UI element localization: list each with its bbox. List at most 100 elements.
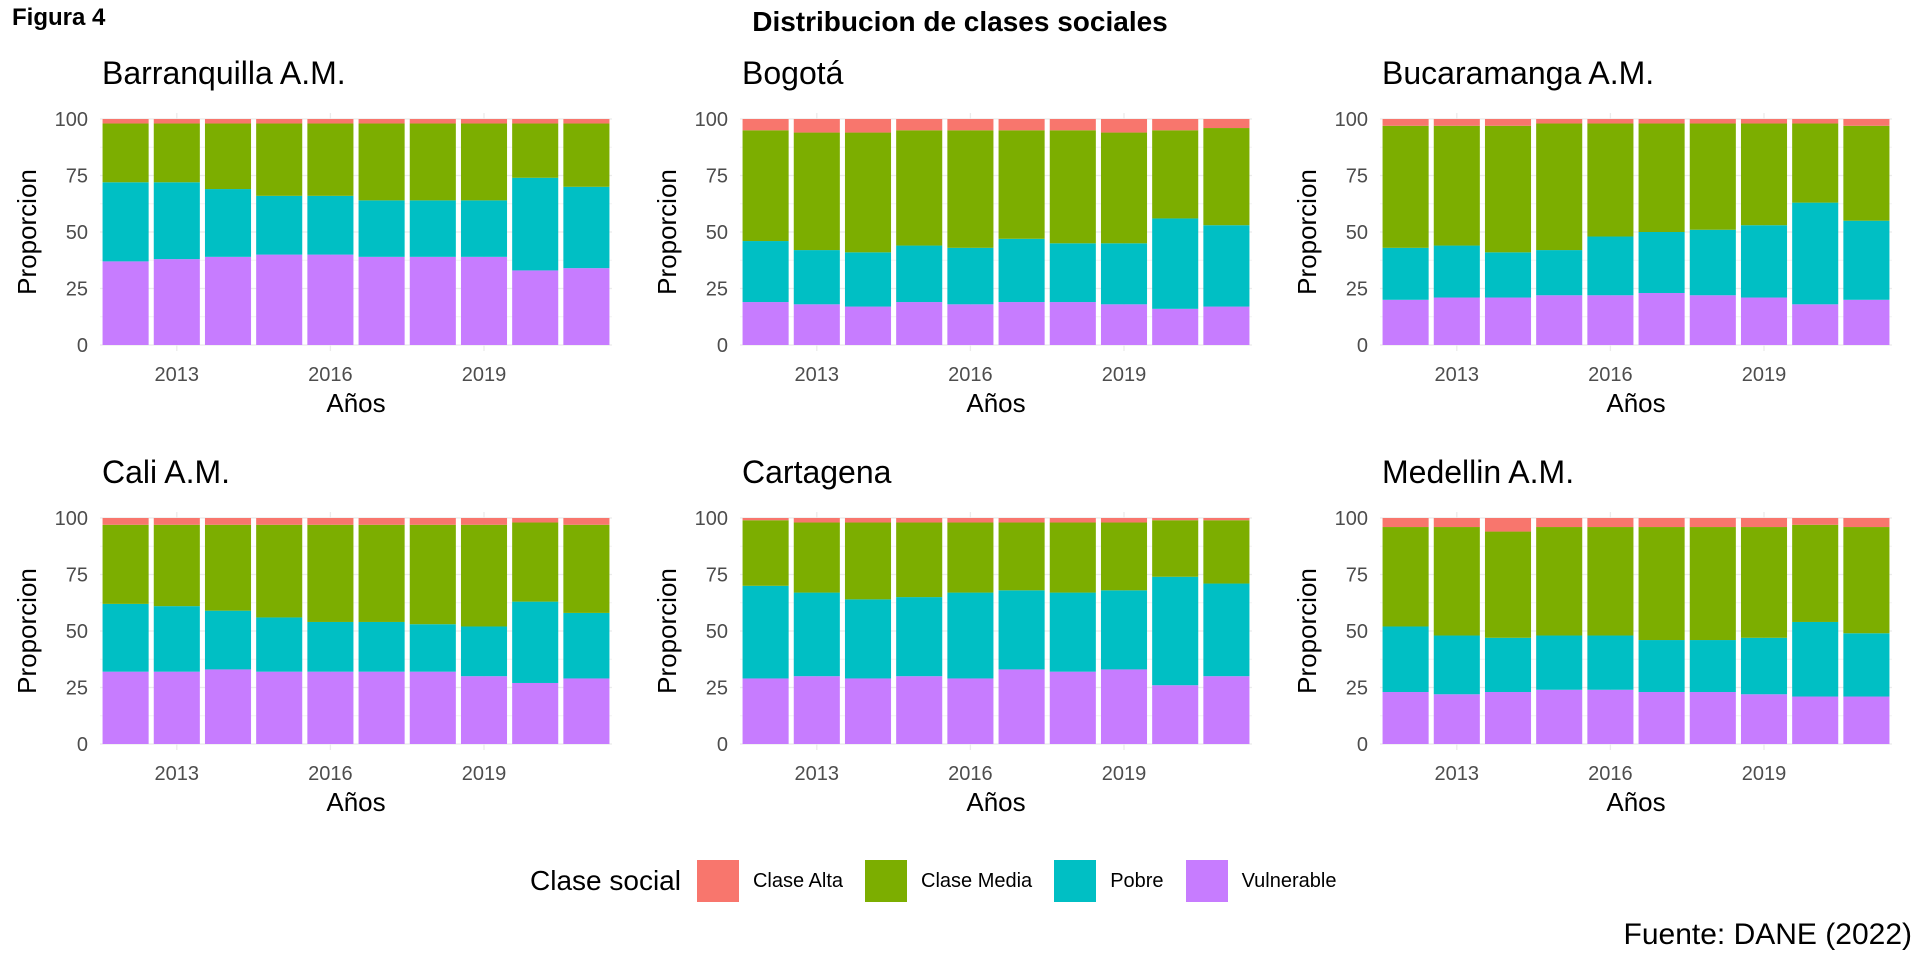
y-tick-label-medellin-a-m: 75	[1346, 565, 1368, 587]
bar-cali-a-m-vulnerable-2019	[460, 676, 508, 744]
bar-cali-a-m-clase-alta-2012	[102, 518, 149, 525]
bar-cali-a-m-pobre-2014	[204, 610, 252, 670]
bar-barranquilla-a-m-pobre-2016	[307, 195, 354, 255]
x-tick-label-barranquilla-a-m: 2013	[155, 364, 200, 386]
y-tick-label-barranquilla-a-m: 25	[66, 279, 88, 301]
bar-cali-a-m-clase-alta-2018	[409, 518, 456, 525]
y-tick-label-cali-a-m: 75	[66, 565, 88, 587]
panel-title-bucaramanga-a-m: Bucaramanga A.M.	[1382, 55, 1654, 91]
y-tick-label-cali-a-m: 100	[55, 508, 88, 530]
x-tick-label-bucaramanga-a-m: 2019	[1742, 364, 1787, 386]
bar-cartagena-vulnerable-2016	[947, 678, 994, 744]
bar-bogota-clase-media-2020	[1152, 130, 1199, 219]
x-tick-label-bogota: 2019	[1102, 364, 1147, 386]
bar-barranquilla-a-m-clase-alta-2012	[102, 119, 149, 124]
bar-medellin-a-m-clase-media-2016	[1587, 527, 1634, 636]
bar-bucaramanga-a-m-vulnerable-2019	[1740, 297, 1788, 345]
bar-cartagena-vulnerable-2013	[793, 676, 840, 744]
bar-cartagena-clase-alta-2012	[742, 518, 789, 521]
chart-area: 0 25 50 75 100 2013 2016 2019 Barranquilla A.M. A…	[12, 55, 1892, 817]
bar-bucaramanga-a-m-clase-alta-2013	[1433, 119, 1480, 126]
legend-label-clase-alta: Clase Alta	[752, 869, 844, 892]
x-tick-label-cartagena: 2016	[948, 763, 993, 785]
bar-bucaramanga-a-m-vulnerable-2012	[1382, 299, 1429, 345]
bar-bogota-clase-media-2019	[1100, 132, 1148, 244]
bar-medellin-a-m-pobre-2021	[1843, 633, 1890, 697]
bar-cali-a-m-pobre-2016	[307, 621, 354, 672]
bar-medellin-a-m-vulnerable-2018	[1689, 692, 1736, 744]
bar-cartagena-pobre-2021	[1203, 583, 1250, 677]
y-tick-label-cartagena: 100	[695, 508, 728, 530]
legend-item-pobre: Pobre	[1054, 860, 1164, 902]
bar-bucaramanga-a-m-vulnerable-2020	[1792, 304, 1839, 345]
bar-cartagena-clase-media-2021	[1203, 520, 1250, 584]
bar-cartagena-clase-media-2020	[1152, 520, 1199, 577]
panel-title-cartagena: Cartagena	[742, 454, 892, 490]
bar-cartagena-pobre-2016	[947, 592, 994, 679]
bar-bucaramanga-a-m-clase-alta-2015	[1536, 119, 1583, 124]
bar-bogota-vulnerable-2017	[998, 302, 1045, 345]
x-tick-label-medellin-a-m: 2016	[1588, 763, 1633, 785]
bar-cartagena-pobre-2012	[742, 585, 789, 679]
panel-title-bogota: Bogotá	[742, 55, 844, 91]
bar-cali-a-m-pobre-2020	[512, 601, 559, 683]
bar-medellin-a-m-vulnerable-2013	[1433, 694, 1480, 744]
y-axis-title-cali-a-m: Proporcion	[12, 568, 42, 694]
bar-cali-a-m-clase-alta-2019	[460, 518, 508, 525]
bar-bucaramanga-a-m-clase-media-2016	[1587, 123, 1634, 237]
y-axis-title-bucaramanga-a-m: Proporcion	[1292, 169, 1322, 295]
bar-bogota-clase-alta-2016	[947, 119, 994, 131]
y-tick-label-bucaramanga-a-m: 75	[1346, 166, 1368, 188]
bar-medellin-a-m-pobre-2017	[1638, 640, 1685, 693]
bar-bogota-pobre-2013	[793, 250, 840, 305]
bar-bucaramanga-a-m-pobre-2016	[1587, 236, 1634, 296]
x-tick-label-barranquilla-a-m: 2016	[308, 364, 353, 386]
bar-bogota-vulnerable-2012	[742, 302, 789, 345]
bar-bucaramanga-a-m-clase-alta-2012	[1382, 119, 1429, 126]
bar-barranquilla-a-m-vulnerable-2020	[512, 270, 559, 345]
bar-bucaramanga-a-m-clase-alta-2017	[1638, 119, 1685, 124]
bar-cartagena-pobre-2017	[998, 590, 1045, 670]
x-tick-label-bogota: 2016	[948, 364, 993, 386]
bar-medellin-a-m-clase-media-2013	[1433, 527, 1480, 636]
bar-cali-a-m-pobre-2019	[460, 626, 508, 677]
bar-bucaramanga-a-m-pobre-2012	[1382, 247, 1429, 300]
bar-bogota-vulnerable-2019	[1100, 304, 1148, 345]
y-tick-label-bogota: 0	[717, 335, 728, 357]
bar-bucaramanga-a-m-pobre-2015	[1536, 250, 1583, 296]
bar-cartagena-clase-alta-2019	[1100, 518, 1148, 523]
bar-medellin-a-m-vulnerable-2016	[1587, 689, 1634, 744]
bar-cartagena-pobre-2020	[1152, 576, 1199, 686]
x-axis-title-bucaramanga-a-m: Años	[1606, 388, 1665, 418]
y-tick-label-barranquilla-a-m: 0	[77, 335, 88, 357]
bar-bogota-vulnerable-2014	[844, 306, 892, 345]
bar-cartagena-pobre-2018	[1049, 592, 1096, 672]
y-tick-label-bucaramanga-a-m: 0	[1357, 335, 1368, 357]
x-axis-title-cartagena: Años	[966, 787, 1025, 817]
bar-medellin-a-m-clase-alta-2017	[1638, 518, 1685, 528]
bar-bogota-clase-media-2017	[998, 130, 1045, 239]
bar-bogota-clase-alta-2014	[844, 119, 892, 133]
bar-cali-a-m-vulnerable-2014	[204, 669, 252, 744]
bar-bogota-clase-alta-2015	[896, 119, 943, 131]
bar-cali-a-m-pobre-2017	[358, 621, 405, 672]
bar-cali-a-m-clase-alta-2020	[512, 518, 559, 523]
bar-bucaramanga-a-m-pobre-2020	[1792, 202, 1839, 305]
bar-barranquilla-a-m-pobre-2021	[563, 186, 610, 269]
bar-barranquilla-a-m-clase-media-2016	[307, 123, 354, 196]
bar-cali-a-m-clase-alta-2013	[153, 518, 200, 525]
bar-bucaramanga-a-m-vulnerable-2017	[1638, 293, 1685, 345]
bar-bogota-pobre-2019	[1100, 243, 1148, 305]
bar-barranquilla-a-m-vulnerable-2012	[102, 261, 149, 345]
bar-medellin-a-m-pobre-2016	[1587, 635, 1634, 690]
bar-barranquilla-a-m-vulnerable-2021	[563, 268, 610, 345]
x-tick-label-cartagena: 2013	[795, 763, 840, 785]
bar-cali-a-m-pobre-2015	[256, 617, 303, 672]
bar-bogota-clase-alta-2020	[1152, 119, 1199, 131]
y-axis-title-bogota: Proporcion	[652, 169, 682, 295]
bar-cartagena-pobre-2014	[844, 599, 892, 679]
bar-barranquilla-a-m-clase-media-2021	[563, 123, 610, 187]
bar-cali-a-m-vulnerable-2012	[102, 671, 149, 744]
bar-cartagena-clase-alta-2014	[844, 518, 892, 523]
bar-medellin-a-m-clase-alta-2019	[1740, 518, 1788, 528]
